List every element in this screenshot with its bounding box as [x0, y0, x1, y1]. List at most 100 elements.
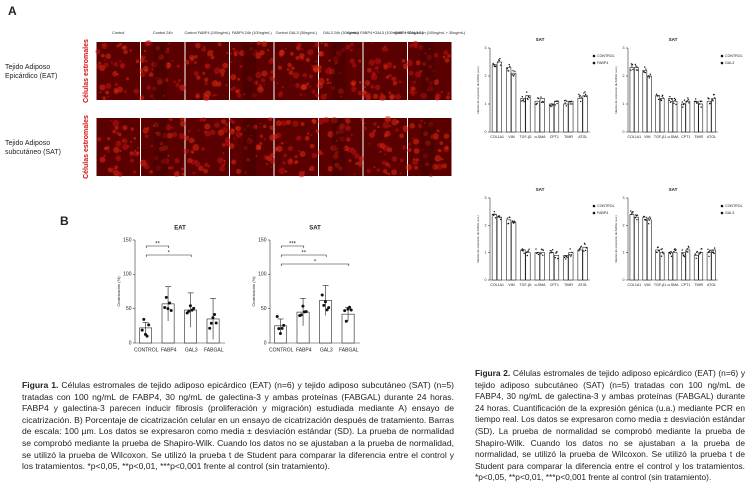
cell — [261, 41, 268, 47]
replicate-dot — [168, 301, 172, 305]
replicate-dot — [192, 306, 196, 310]
legend-label: GAL3 — [725, 61, 734, 65]
replicate-dot — [673, 102, 675, 105]
replicate-dot — [578, 93, 580, 96]
x-tick-label: α-SMA — [534, 283, 546, 287]
cell — [229, 52, 232, 55]
scratch — [242, 118, 257, 176]
significance-label: * — [314, 260, 317, 266]
cell — [259, 87, 262, 90]
cell — [135, 59, 140, 64]
replicate-dot — [713, 93, 715, 96]
cell — [414, 165, 419, 170]
cell — [235, 168, 242, 174]
bar — [659, 252, 665, 281]
cell — [159, 141, 164, 146]
replicate-dot — [686, 248, 688, 250]
cell — [145, 60, 148, 63]
cell — [320, 93, 327, 100]
replicate-dot — [528, 96, 530, 99]
y-tick-label: 50 — [261, 306, 267, 312]
bar — [511, 72, 517, 133]
bar — [655, 95, 660, 133]
cell — [136, 146, 139, 149]
replicate-dot — [282, 323, 286, 327]
cell — [201, 117, 207, 122]
cell — [423, 121, 427, 125]
cell — [315, 93, 320, 98]
replicate-dot — [683, 255, 686, 258]
cell — [197, 129, 200, 132]
x-tick-label: CONTROL — [134, 347, 159, 353]
cell — [207, 164, 211, 168]
cell — [390, 97, 393, 101]
replicate-dot — [707, 248, 709, 250]
cell — [411, 86, 416, 91]
cell — [222, 151, 225, 155]
bar — [693, 100, 699, 133]
replicate-dot — [325, 308, 329, 312]
cell — [317, 77, 325, 85]
replicate-dot — [549, 104, 551, 107]
cell — [223, 162, 226, 165]
cell — [168, 117, 172, 121]
replicate-dot — [656, 251, 658, 253]
replicate-dot — [140, 328, 144, 332]
cell — [110, 167, 116, 174]
cell — [175, 170, 180, 175]
row-label: Tejido Adiposo Epicárdico (EAT) — [5, 64, 57, 80]
replicate-dot — [584, 249, 587, 252]
cell — [414, 71, 422, 78]
cell — [255, 71, 262, 79]
replicate-dot — [277, 327, 281, 331]
replicate-dot — [694, 98, 697, 100]
replicate-dot — [709, 102, 711, 104]
cell — [129, 158, 135, 163]
cell — [204, 63, 209, 68]
column-label: FABP4+GAL3 24h (100ng/mL + 30ng/mL) — [394, 31, 465, 35]
replicate-dot — [569, 103, 571, 105]
x-tick-label: COL1A1 — [490, 135, 504, 139]
y-axis-label: Niveles de expresión de ARNm (u.a.) — [614, 66, 618, 113]
cell — [306, 82, 310, 86]
replicate-dot — [701, 100, 703, 102]
cell — [284, 170, 288, 173]
row-side-label: Células estromales — [83, 39, 90, 103]
cell — [251, 92, 257, 98]
cell — [100, 157, 106, 162]
replicate-dot — [657, 95, 659, 97]
bar — [534, 100, 540, 133]
cell — [338, 71, 341, 75]
replicate-dot — [565, 99, 567, 101]
replicate-dot — [526, 91, 528, 93]
cell — [115, 140, 122, 147]
y-tick-label: 3 — [623, 196, 625, 200]
cell — [113, 61, 118, 67]
y-tick-label: 2 — [623, 223, 625, 227]
cell — [369, 132, 375, 138]
replicate-dot — [166, 307, 170, 311]
bar — [582, 246, 588, 281]
replicate-dot — [494, 65, 497, 68]
cell — [170, 166, 174, 170]
replicate-dot — [514, 221, 516, 223]
replicate-dot — [681, 249, 683, 251]
bar — [563, 255, 569, 281]
bar — [539, 252, 545, 281]
cell — [366, 168, 371, 174]
cell — [143, 49, 147, 53]
cell — [437, 148, 441, 152]
replicate-dot — [554, 104, 556, 106]
significance-label: * — [168, 251, 171, 257]
cell — [255, 154, 258, 158]
replicate-dot — [713, 247, 716, 249]
cell — [217, 157, 224, 164]
cell — [126, 145, 130, 148]
cell — [193, 70, 199, 76]
cell — [266, 155, 272, 162]
y-tick-label: 2 — [623, 74, 625, 78]
replicate-dot — [528, 248, 530, 250]
replicate-dot — [658, 249, 660, 252]
cell — [309, 85, 311, 88]
cell — [121, 143, 129, 151]
